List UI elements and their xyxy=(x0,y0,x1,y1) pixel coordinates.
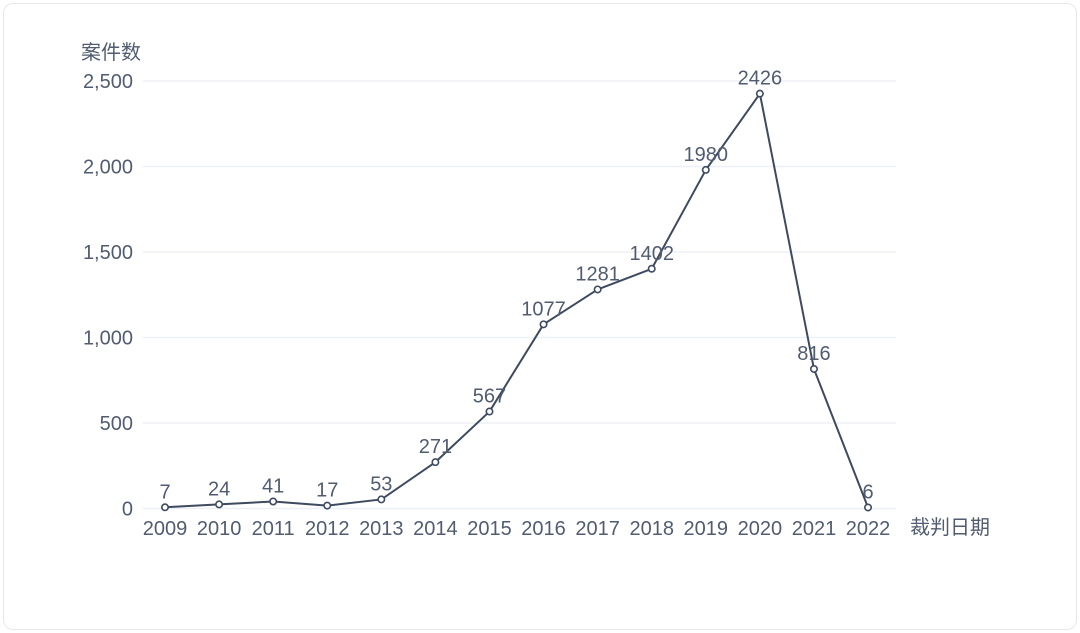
chart-card xyxy=(3,3,1077,630)
data-point-label: 271 xyxy=(419,436,452,458)
data-point-label: 2426 xyxy=(738,68,783,90)
x-tick-label: 2016 xyxy=(521,518,566,540)
x-tick-label: 2014 xyxy=(413,518,458,540)
data-point-labels: 7 24 41 17 53 271 567 1077 1281 1402 1980 2426 816 6 xyxy=(159,68,873,504)
data-point-marker[interactable] xyxy=(809,364,818,373)
data-point-label: 41 xyxy=(262,475,284,497)
data-point-label: 567 xyxy=(473,386,506,408)
gridlines-group xyxy=(143,80,896,510)
line-series xyxy=(164,92,869,509)
data-point-label: 24 xyxy=(208,478,230,500)
data-point-marker[interactable] xyxy=(269,497,278,506)
x-tick-label: 2013 xyxy=(359,518,404,540)
data-point-marker[interactable] xyxy=(701,165,710,174)
y-tick-label: 2,500 xyxy=(83,71,133,93)
data-point-marker[interactable] xyxy=(539,320,548,329)
y-tick-label: 2,000 xyxy=(83,157,133,179)
x-axis-title: 裁判日期 xyxy=(910,516,990,539)
x-tick-label: 2021 xyxy=(792,518,837,540)
series-line xyxy=(164,92,869,509)
data-point-marker[interactable] xyxy=(593,285,602,294)
data-point-marker[interactable] xyxy=(161,503,170,512)
x-tick-label: 2010 xyxy=(197,518,242,540)
y-axis-title: 案件数 xyxy=(81,41,141,64)
data-point-marker[interactable] xyxy=(215,500,224,509)
data-point-label: 17 xyxy=(316,480,338,502)
data-point-markers xyxy=(161,89,873,512)
x-tick-label: 2018 xyxy=(629,518,674,540)
x-tick-label: 2015 xyxy=(467,518,512,540)
data-point-marker[interactable] xyxy=(647,264,656,273)
x-tick-label: 2019 xyxy=(684,518,729,540)
y-axis-tick-labels: 0 500 1,000 1,500 2,000 2,500 xyxy=(83,71,133,521)
y-tick-label: 0 xyxy=(122,499,133,521)
data-point-marker[interactable] xyxy=(431,458,440,467)
x-tick-label: 2017 xyxy=(575,518,620,540)
data-point-label: 1402 xyxy=(629,243,674,265)
x-tick-label: 2012 xyxy=(305,518,350,540)
x-tick-label: 2011 xyxy=(252,518,295,540)
data-point-marker[interactable] xyxy=(755,89,764,98)
x-axis-tick-labels: 2009 2010 2011 2012 2013 2014 2015 2016 2017 2018… xyxy=(143,518,891,540)
data-point-marker[interactable] xyxy=(377,495,386,504)
x-tick-label: 2009 xyxy=(143,518,188,540)
data-point-label: 7 xyxy=(159,481,170,503)
data-point-label: 1077 xyxy=(521,298,566,320)
y-tick-label: 500 xyxy=(100,413,133,435)
data-point-marker[interactable] xyxy=(864,503,873,512)
data-point-label: 1281 xyxy=(575,263,620,285)
x-tick-label: 2022 xyxy=(846,518,891,540)
data-point-label: 53 xyxy=(370,473,392,495)
y-tick-label: 1,500 xyxy=(83,242,133,264)
data-point-label: 6 xyxy=(862,481,873,503)
data-point-label: 1980 xyxy=(684,144,729,166)
x-tick-label: 2020 xyxy=(738,518,783,540)
y-tick-label: 1,000 xyxy=(83,328,133,350)
data-point-marker[interactable] xyxy=(323,501,332,510)
data-point-label: 816 xyxy=(797,343,830,365)
data-point-marker[interactable] xyxy=(485,407,494,416)
